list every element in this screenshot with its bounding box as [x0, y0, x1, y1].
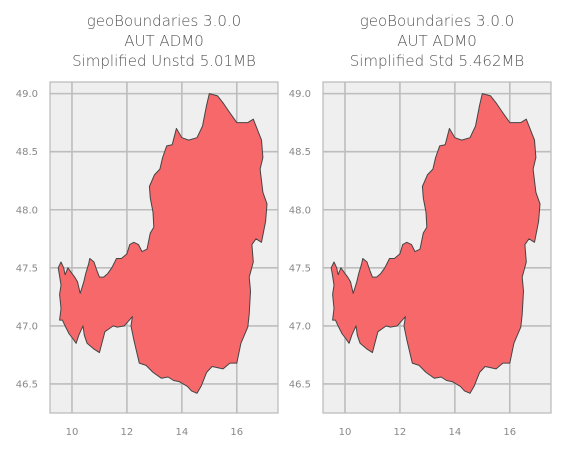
y-tick-label: 46.5: [289, 379, 311, 390]
y-tick-label: 47.0: [289, 321, 311, 332]
map-panel-1: geoBoundaries 3.0.0 AUT ADM0 Simplified Un…: [16, 12, 279, 438]
y-tick-label: 48.5: [289, 147, 311, 158]
chart-title-line-1: geoBoundaries 3.0.0: [87, 12, 241, 30]
map-panel-2: geoBoundaries 3.0.0 AUT ADM0 Simplified St…: [289, 12, 552, 438]
chart-title-line-2: AUT ADM0: [124, 32, 203, 50]
y-tick-label: 47.0: [16, 321, 38, 332]
y-tick-label: 49.0: [289, 89, 311, 100]
x-tick-label: 10: [339, 427, 352, 438]
y-tick-label: 48.0: [16, 205, 38, 216]
x-tick-label: 14: [175, 427, 188, 438]
y-tick-label: 46.5: [16, 379, 38, 390]
chart-title-line-3: Simplified Unstd 5.01MB: [72, 52, 256, 70]
chart-title-line-1: geoBoundaries 3.0.0: [360, 12, 514, 30]
chart-title-line-2: AUT ADM0: [397, 32, 476, 50]
y-tick-label: 47.5: [289, 263, 311, 274]
plot-frame: [322, 81, 552, 414]
plot-frame: [49, 81, 279, 414]
y-tick-label: 48.5: [16, 147, 38, 158]
x-tick-label: 12: [121, 427, 134, 438]
x-tick-label: 12: [394, 427, 407, 438]
x-tick-label: 10: [66, 427, 79, 438]
x-tick-label: 14: [448, 427, 461, 438]
chart-title-line-3: Simplified Std 5.462MB: [350, 52, 525, 70]
country-boundary-shape: [57, 93, 268, 394]
y-tick-label: 48.0: [289, 205, 311, 216]
y-tick-label: 49.0: [16, 89, 38, 100]
y-tick-label: 47.5: [16, 263, 38, 274]
x-tick-label: 16: [230, 427, 243, 438]
country-boundary-shape: [330, 93, 541, 394]
x-tick-label: 16: [503, 427, 516, 438]
